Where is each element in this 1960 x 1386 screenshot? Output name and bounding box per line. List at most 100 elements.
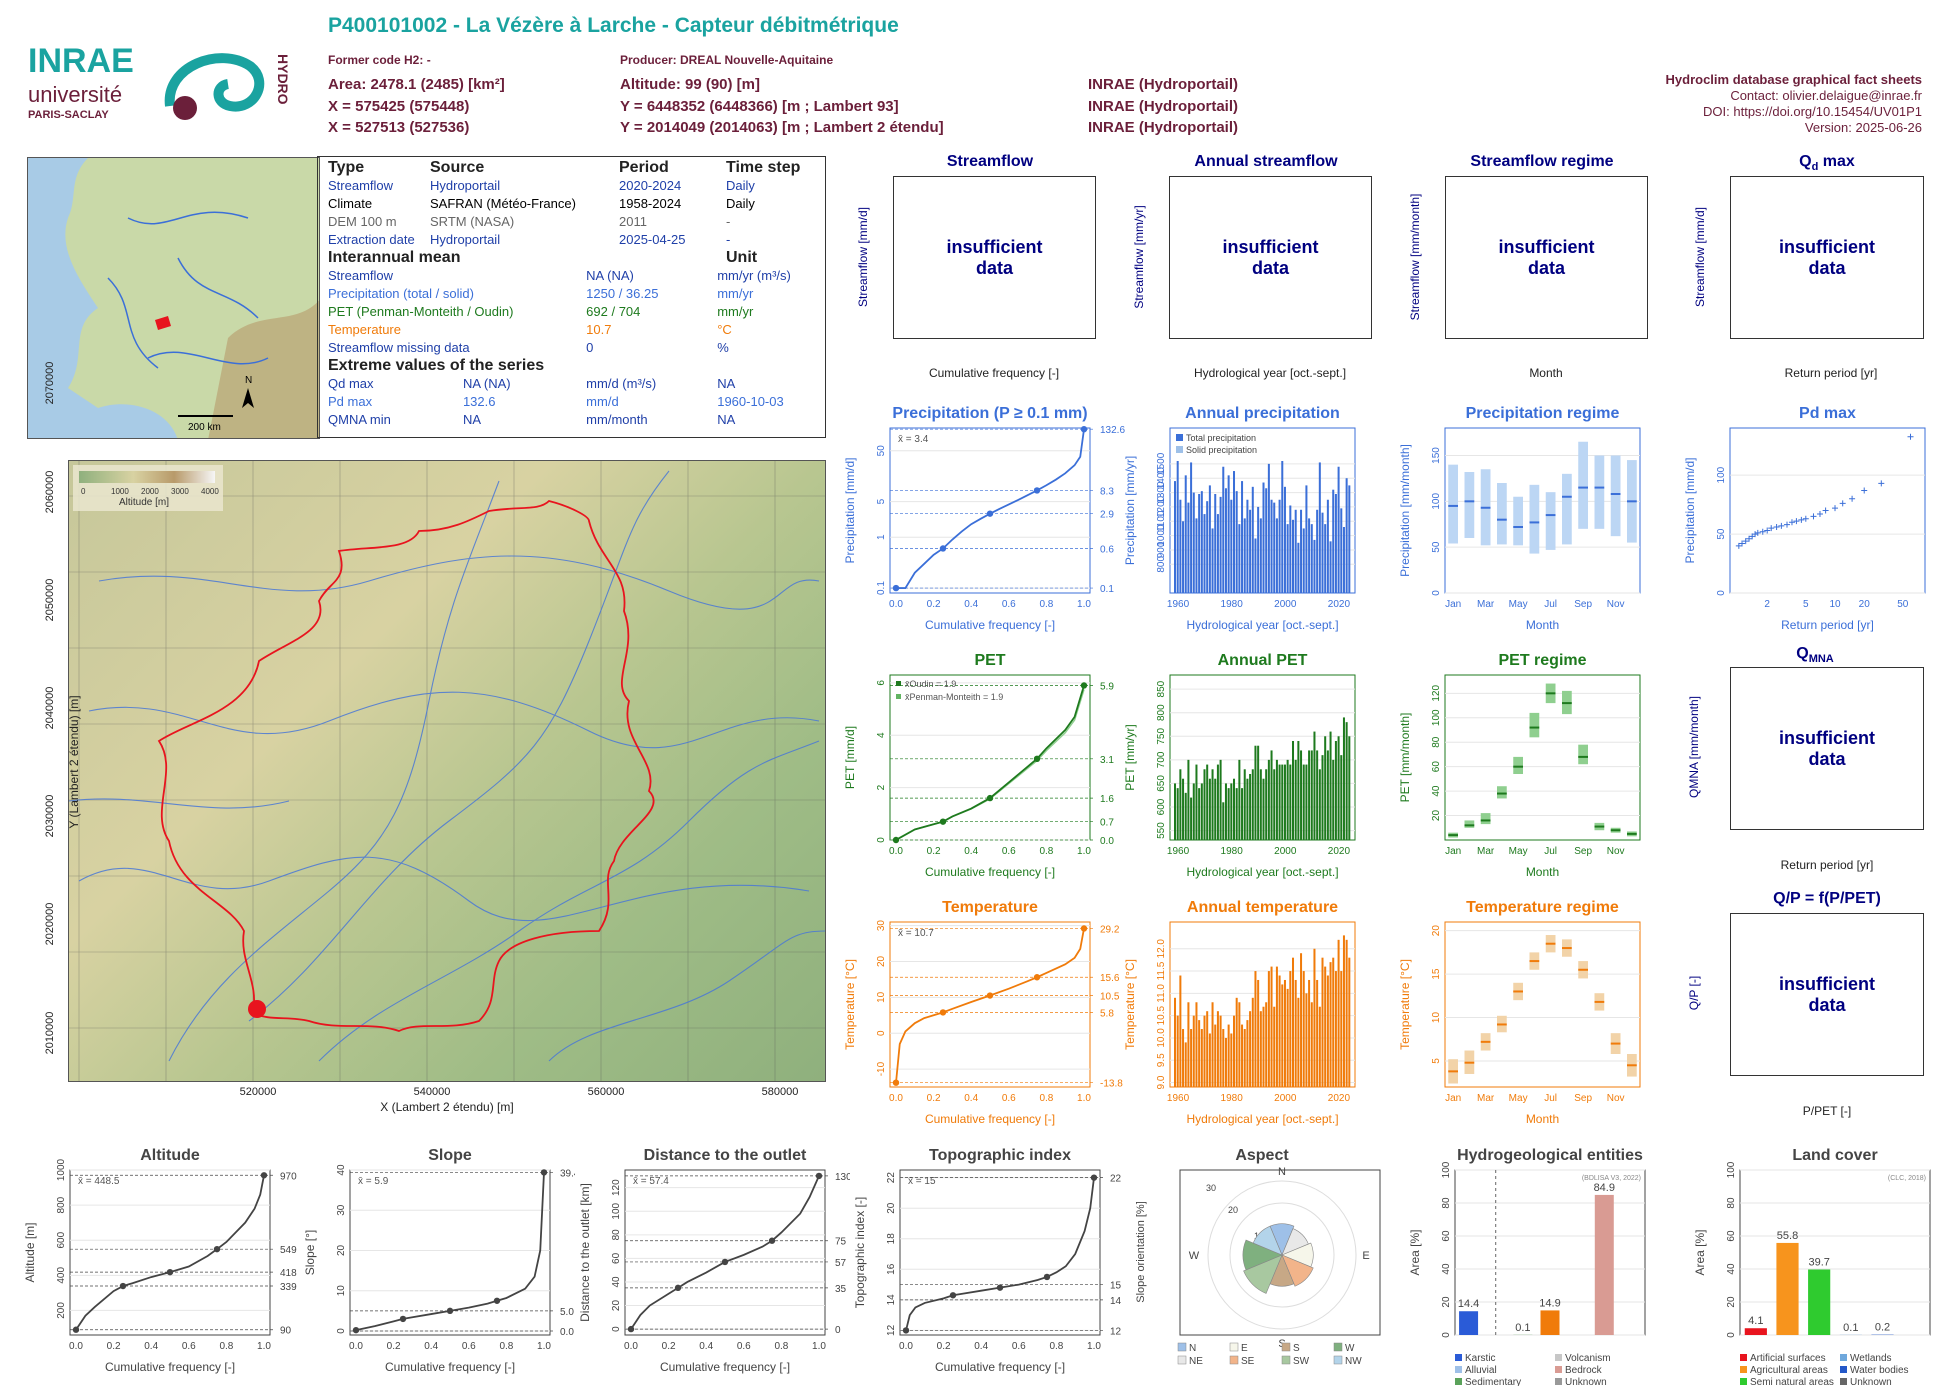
y-tick-label: 5 (876, 498, 887, 504)
row1-xlabel: Hydrological year [oct.-sept.] (1193, 366, 1347, 380)
source-note: (CLC, 2018) (1888, 1175, 1926, 1182)
quantile-point (493, 1297, 501, 1304)
extreme-cell: Pd max (328, 394, 373, 409)
year-bar (1230, 499, 1233, 593)
row1-ylabel: Streamflow [mm/d] (856, 206, 870, 308)
bar-value-label: 0.1 (1843, 1322, 1858, 1334)
inrae-text: INRAE (28, 42, 134, 80)
x-tick-label: 0.0 (349, 1341, 363, 1352)
y-tick-label: 650 (1156, 775, 1167, 792)
year-bar (1278, 499, 1281, 593)
year-bar (1294, 979, 1297, 1087)
bar-value-label: 0.2 (1875, 1322, 1890, 1334)
y-tick-label: 10 (1431, 1012, 1442, 1024)
year-bar (1249, 1011, 1252, 1087)
month-box (1480, 813, 1491, 825)
mean-cell: Streamflow (328, 268, 394, 283)
x-tick-label: 1980 (1221, 599, 1244, 610)
year-bar (1300, 953, 1303, 1087)
plot-area (349, 1169, 551, 1336)
year-bar (1219, 759, 1222, 840)
y-axis-label: Temperature [°C] (843, 959, 857, 1050)
source-row: Climate SAFRAN (Météo-France) 1958-2024 Dai… (328, 195, 815, 213)
year-bar (1294, 509, 1297, 593)
series-line (895, 928, 1085, 1083)
right-value-label: 0 (835, 1325, 841, 1336)
year-bar (1227, 788, 1230, 840)
year-bar (1259, 769, 1262, 840)
insufficient-data-msg: insufficient data (1222, 236, 1319, 278)
source-row: Streamflow Hydroportail 2020-2024 Daily (328, 177, 815, 195)
year-bar (1206, 501, 1209, 593)
y-tick-label: 50 (1716, 528, 1727, 540)
year-bar (1222, 1029, 1225, 1087)
year-bar (1195, 764, 1198, 840)
contact: Contact: olivier.delaigue@inrae.fr (1730, 88, 1922, 103)
legend-swatch (1840, 1366, 1847, 1373)
source-cell: 2025-04-25 (619, 232, 686, 247)
minimap: 200 km N (27, 157, 320, 439)
chart-title: Annual precipitation (1185, 405, 1340, 422)
year-bar (1262, 1006, 1265, 1087)
y-tick-label: 40 (336, 1164, 347, 1176)
y-tick-label: 20 (886, 1202, 897, 1214)
doi: DOI: https://doi.org/10.15454/UV01P1 (1703, 104, 1922, 119)
source-2: INRAE (Hydroportail) (1088, 98, 1238, 115)
y-axis-label: Slope [°] (303, 1230, 317, 1276)
x-tick-label: 0.6 (1002, 846, 1016, 857)
x-tick-label: 1.0 (1077, 846, 1091, 857)
year-bar (1182, 778, 1185, 840)
mean-cell: Streamflow missing data (328, 340, 470, 355)
year-bar (1259, 1011, 1262, 1087)
year-bar (1275, 759, 1278, 840)
year-bar (1192, 1015, 1195, 1087)
year-bar (1243, 518, 1246, 593)
legend-label: Wetlands (1850, 1353, 1892, 1364)
mean-label: x̄ = 10.7 (898, 928, 934, 939)
year-bar (1348, 957, 1351, 1087)
legend-label: NW (1345, 1356, 1362, 1367)
row1-ylabel: Streamflow [mm/yr] (1132, 205, 1146, 309)
year-bar (1233, 1015, 1236, 1087)
bar-value-label: 84.9 (1594, 1182, 1615, 1194)
y-axis-label: PET [mm/month] (1398, 713, 1412, 803)
x-tick-label: 2 (1764, 599, 1770, 610)
year-bar (1206, 764, 1209, 840)
x-lambert2: X = 527513 (527536) (328, 119, 470, 136)
mean-row: Streamflow NA (NA) mm/yr (m³/s) (328, 267, 815, 285)
series-line (896, 429, 1085, 589)
legend-swatch (1455, 1366, 1462, 1373)
year-bar (1182, 521, 1185, 593)
ring (1207, 1180, 1357, 1330)
legend-label: SW (1293, 1356, 1310, 1367)
legend-label: Solid precipitation (1186, 445, 1257, 455)
x-tick-label: 0.2 (107, 1341, 121, 1352)
year-bar (1241, 788, 1244, 840)
aspect-sector (1281, 1254, 1314, 1287)
year-bar (1249, 774, 1252, 840)
x-tick-label: 1.0 (1077, 1093, 1091, 1104)
right-value-label: 39.4 (560, 1168, 575, 1179)
y-tick-label: 14 (886, 1294, 897, 1306)
year-bar (1305, 993, 1308, 1087)
mean-title: Interannual mean (328, 249, 461, 266)
ring-label: 20 (1228, 1205, 1238, 1215)
y-tick-label: 600 (56, 1231, 67, 1248)
x-tick-label: Mar (1477, 599, 1495, 610)
compass-label: E (1362, 1250, 1369, 1262)
map-ytick: 2050000 (44, 578, 56, 622)
qmna-panel: insufficient data (1730, 667, 1924, 830)
data-point (1810, 513, 1817, 520)
year-bar (1340, 971, 1343, 1087)
area: Area: 2478.1 (2485) [km²] (328, 76, 505, 93)
year-bar (1265, 1002, 1268, 1087)
year-bar (1316, 979, 1319, 1087)
y-lambert2: Y = 2014049 (2014063) [m ; Lambert 2 éte… (620, 119, 944, 136)
x-tick-label: May (1509, 846, 1528, 857)
year-bar (1198, 494, 1201, 593)
year-bar (1281, 984, 1284, 1087)
temp-cdf-chart: Temperature Cumulative frequency [-] Tempe… (843, 899, 1123, 1126)
y-tick-label: 12 (886, 1324, 897, 1336)
year-bar (1257, 506, 1260, 593)
year-bar (1233, 778, 1236, 840)
